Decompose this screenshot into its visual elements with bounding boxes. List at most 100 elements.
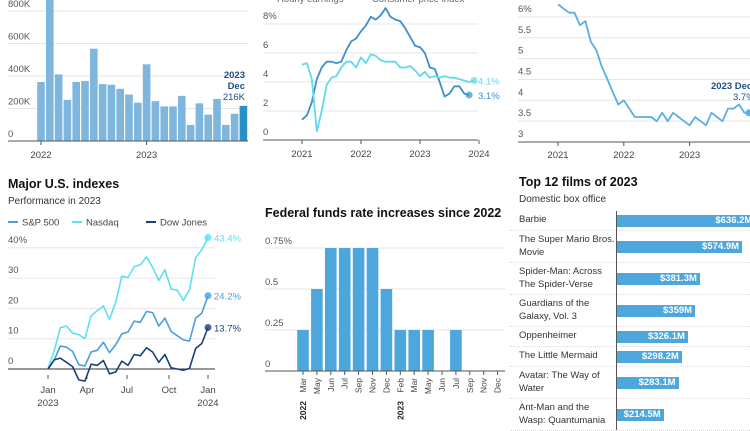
annotation-value: 216K (223, 92, 246, 103)
annotation-value: 3.7% (733, 92, 750, 103)
bar-jul-2022[interactable] (90, 48, 98, 142)
x-tick-label: Jun (437, 378, 447, 392)
bar-feb-2023[interactable] (151, 101, 160, 141)
bar-aug-2022[interactable] (98, 84, 107, 141)
y-tick-label: 4 (518, 87, 523, 98)
x-tick-label: Nov (479, 377, 489, 393)
bar-feb[interactable] (394, 330, 407, 371)
bar-jul-2023[interactable] (195, 103, 204, 141)
x-tick-label: May (312, 377, 322, 394)
bar-oct-2023[interactable] (222, 124, 230, 141)
film-title: Avatar: The Way of Water (519, 370, 600, 394)
film-bar[interactable]: $636.2M (617, 214, 750, 227)
x-tick-month: Jul (121, 385, 133, 396)
film-title: Barbie (519, 214, 547, 226)
film-bar-track: $298.2M (616, 347, 750, 366)
film-row: Oppenheimer $326.1M (510, 327, 750, 347)
x-tick-label: 2022 (613, 150, 634, 161)
bar-mar-2023[interactable] (160, 106, 168, 141)
x-tick-label: 2021 (291, 149, 312, 160)
y-tick-label: 0 (265, 359, 270, 370)
nasdaq-line-end-label: 43.4% (214, 233, 241, 244)
film-bar-track: $283.1M (616, 367, 750, 398)
film-bar[interactable]: $214.5M (617, 408, 664, 421)
bar-jan-2023[interactable] (142, 64, 151, 141)
film-bar[interactable]: $326.1M (617, 330, 688, 343)
bar-jul[interactable] (338, 248, 351, 371)
bar-mar-2022[interactable] (54, 74, 63, 141)
film-title: Spider-Man: Across The Spider-Verse (519, 266, 602, 290)
bar-sep-2022[interactable] (107, 84, 116, 141)
y-tick-label: 0 (8, 356, 13, 367)
bar-nov-2022[interactable] (125, 94, 133, 141)
bar-apr-2023[interactable] (169, 106, 177, 141)
annotation-label: 2023 Dec (711, 81, 750, 92)
bar-jul[interactable] (450, 330, 462, 371)
y-tick-label: 40% (8, 235, 28, 246)
film-bar-track: $359M (616, 295, 750, 326)
film-bar[interactable]: $298.2M (617, 350, 682, 363)
bar-oct-2022[interactable] (116, 88, 124, 141)
bar-nov[interactable] (366, 248, 379, 371)
x-tick-label: Jun (326, 378, 336, 392)
legend-label: Nasdaq (86, 218, 119, 229)
film-bar[interactable]: $574.9M (617, 240, 743, 253)
hourly-earnings-line-end-dot (470, 77, 478, 85)
bar-sep[interactable] (352, 248, 365, 371)
bar-mar[interactable] (408, 330, 420, 371)
film-row: Spider-Man: Across The Spider-Verse $381.… (510, 263, 750, 295)
dow-jones-line-end-label: 13.7% (214, 323, 241, 334)
film-bar[interactable]: $283.1M (617, 376, 679, 389)
y-tick-label: 5.5 (518, 25, 531, 36)
bar-feb-2022[interactable] (46, 0, 54, 141)
y-tick-label: 30 (8, 265, 19, 276)
y-tick-label: 4.5 (518, 66, 531, 77)
y-tick-label: 3 (518, 129, 523, 140)
x-tick-month: Jan (200, 385, 215, 396)
bar-jun[interactable] (325, 248, 337, 371)
bar-may[interactable] (422, 330, 434, 371)
bar-may-2023[interactable] (178, 95, 186, 141)
y-tick-label: 0.25 (265, 318, 284, 329)
y-tick-label: 10 (8, 326, 19, 337)
cpi-line-end-dot (465, 91, 473, 99)
dow-jones-line (47, 327, 209, 382)
bar-nov-2023[interactable] (230, 113, 239, 141)
x-tick-label: Mar (409, 378, 419, 393)
y-tick-label: 0 (8, 129, 13, 140)
film-title: Ant-Man and the Wasp: Quantumania (519, 402, 606, 426)
film-bar[interactable]: $359M (617, 304, 696, 317)
bar-dec-2023[interactable] (239, 105, 248, 141)
y-tick-label: 6% (518, 4, 532, 15)
film-row: The Super Mario Bros. Movie $574.9M (510, 231, 750, 263)
x-tick-label: Sep (354, 378, 364, 393)
film-bar[interactable]: $381.3M (617, 272, 700, 285)
x-tick-month: Oct (162, 385, 177, 396)
film-row: Barbie $636.2M (510, 211, 750, 231)
bar-mar[interactable] (297, 330, 309, 371)
bar-apr-2022[interactable] (63, 99, 72, 141)
bar-dec[interactable] (380, 289, 393, 371)
film-bar-track: $636.2M (616, 211, 750, 230)
bar-dec-2022[interactable] (134, 102, 142, 141)
bar-jun-2022[interactable] (81, 81, 89, 141)
dow-jones-line-end-dot (204, 323, 212, 331)
x-tick-label: 2022 (350, 149, 371, 160)
chart-title: Top 12 films of 2023 (519, 175, 638, 189)
bar-sep-2023[interactable] (213, 98, 221, 141)
bar-aug-2023[interactable] (204, 114, 212, 141)
x-tick-label: Jul (340, 378, 350, 389)
bar-may[interactable] (311, 289, 323, 371)
s-p-500-line (47, 295, 209, 370)
y-tick-label: 0 (263, 127, 268, 138)
film-row: Avatar: The Way of Water $283.1M (510, 367, 750, 399)
x-tick-month: Jan (40, 385, 55, 396)
x-tick-label: Nov (368, 377, 378, 393)
s-p-500-line-end-label: 24.2% (214, 292, 241, 303)
bar-jun-2023[interactable] (186, 124, 195, 141)
bar-jan-2022[interactable] (37, 82, 45, 141)
y-tick-label: 800K (8, 0, 31, 10)
bar-may-2022[interactable] (72, 82, 80, 141)
hourly-earnings-line (301, 53, 475, 133)
y-tick-label: 4 (263, 69, 268, 80)
